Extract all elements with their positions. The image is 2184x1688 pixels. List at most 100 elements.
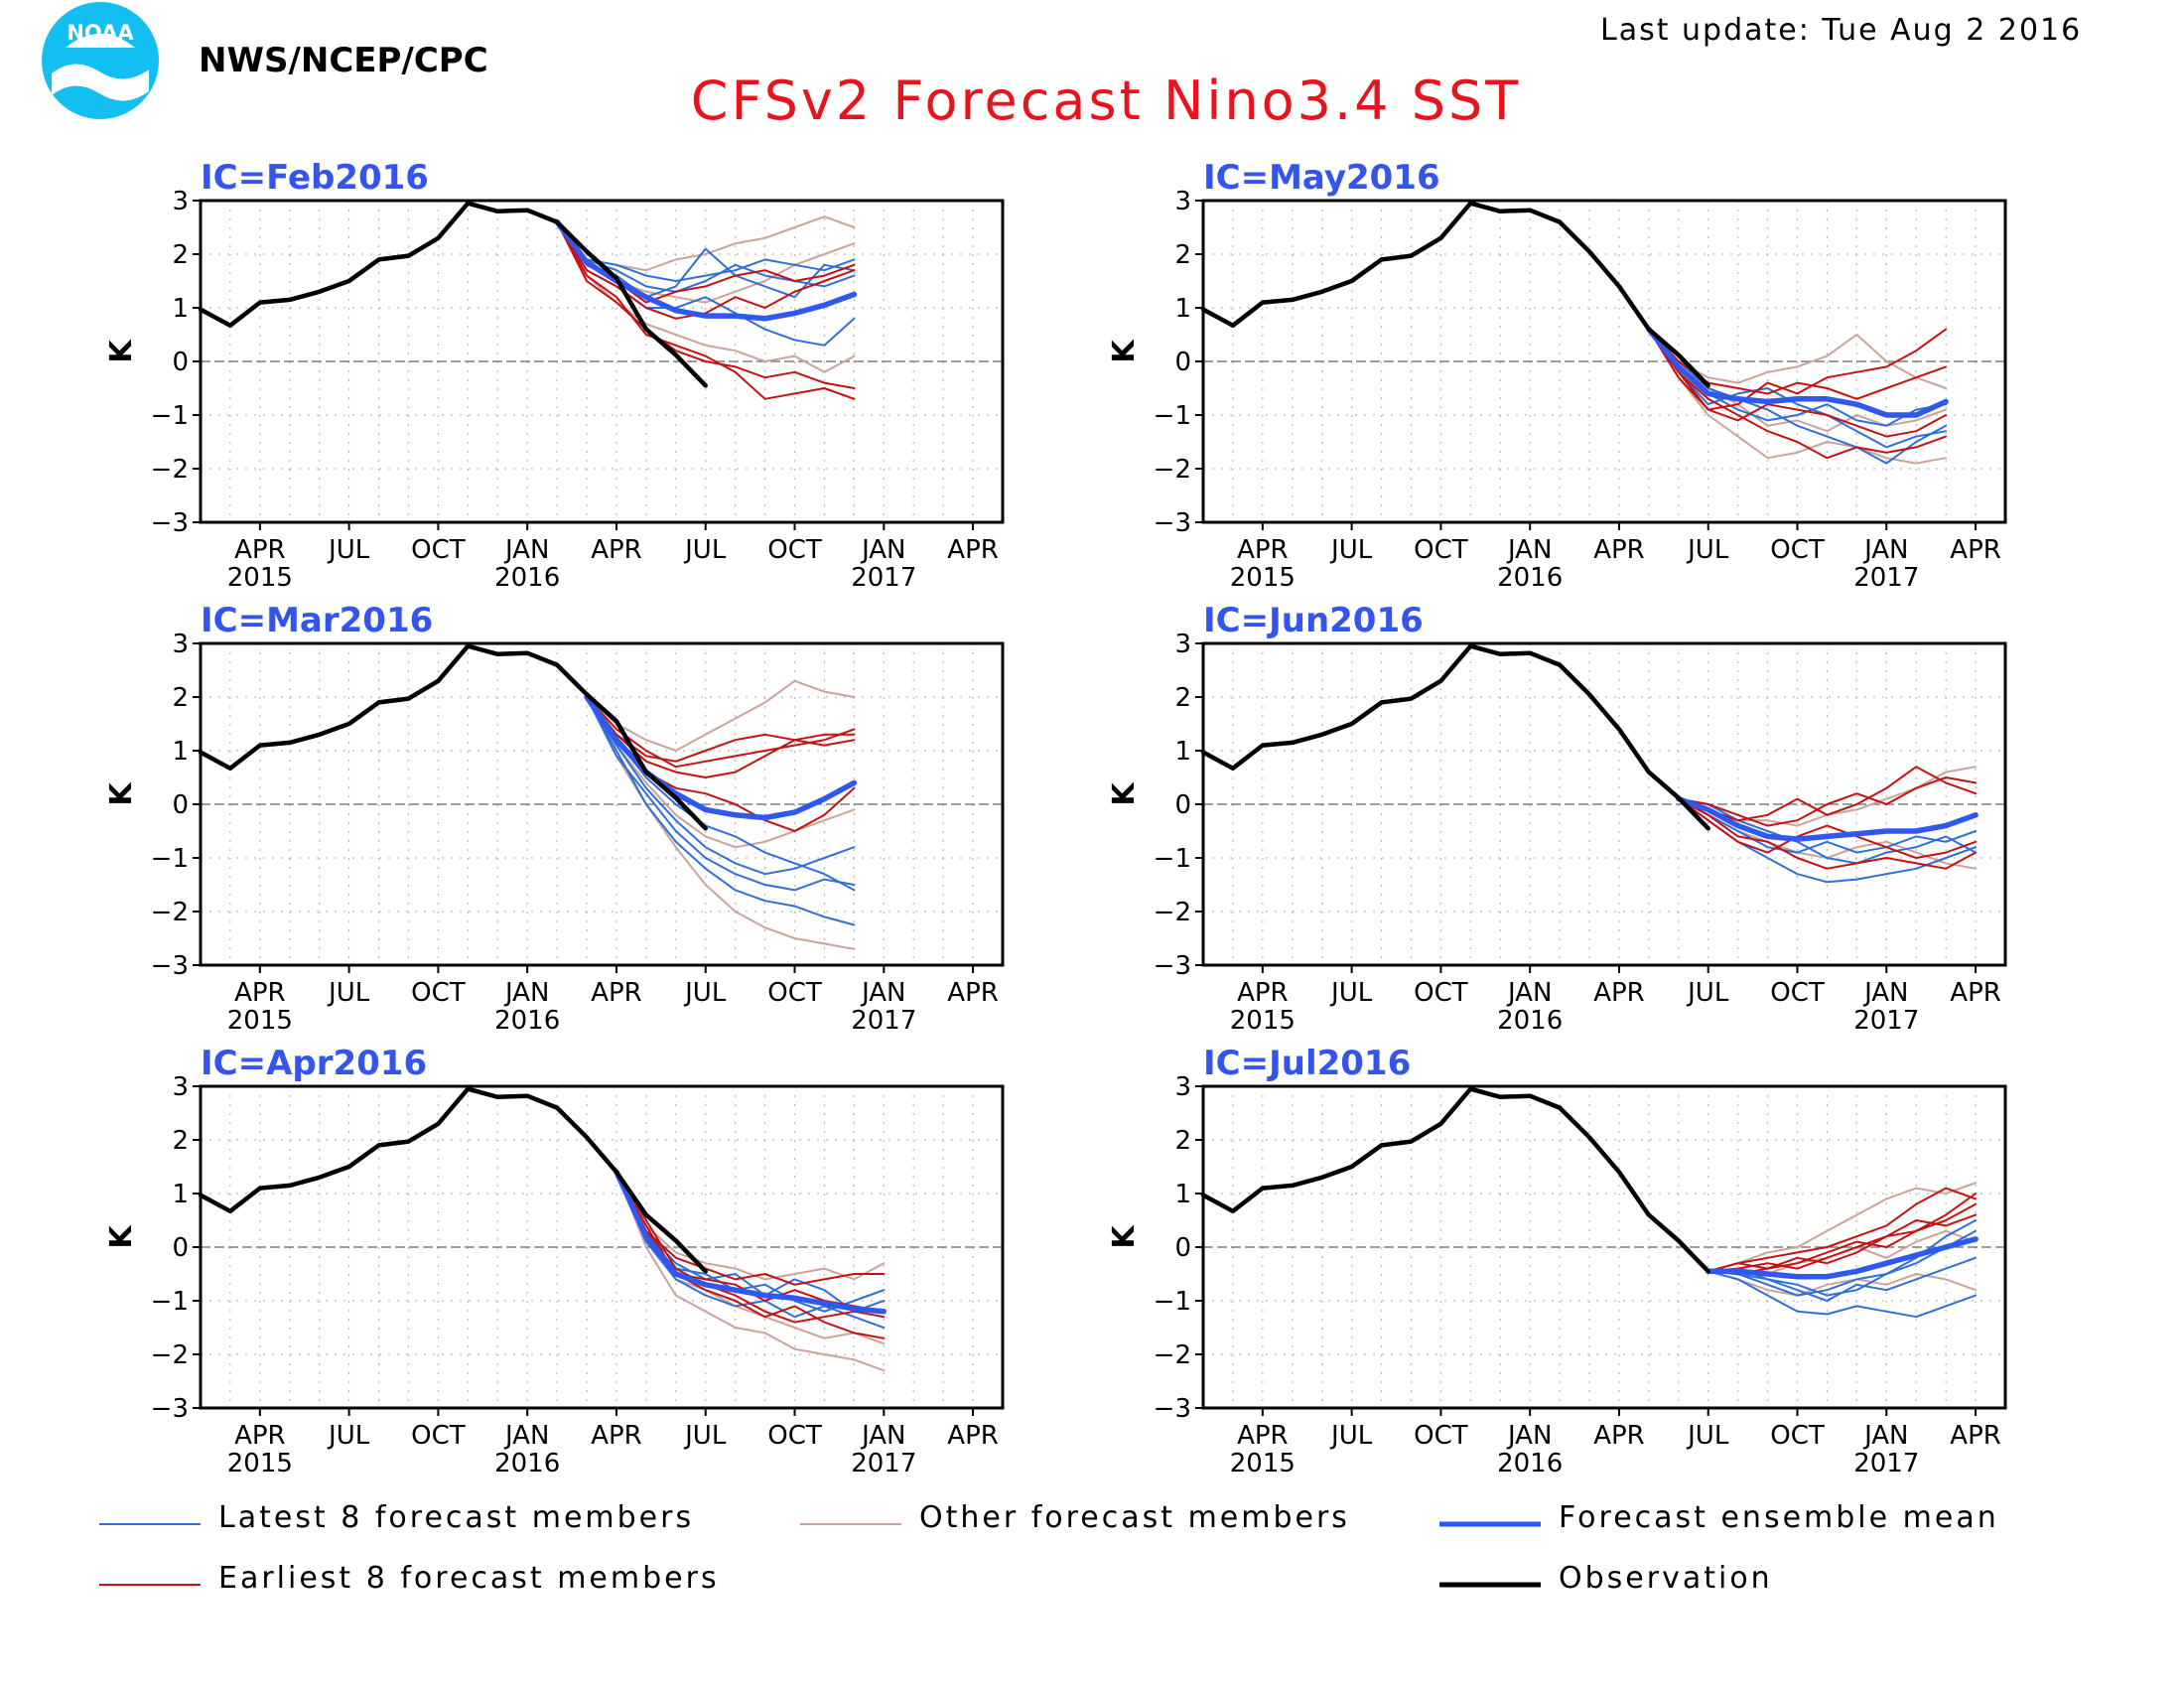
panel-ic-label: IC=Jun2016 xyxy=(1203,601,1424,640)
earliest-member-line xyxy=(556,220,856,389)
x-tick-year-label: 2015 xyxy=(227,1449,293,1478)
x-tick-label: APR xyxy=(591,978,642,1008)
x-tick-label: OCT xyxy=(767,1421,822,1451)
latest-member-line xyxy=(1706,1270,1978,1319)
y-tick-label: 3 xyxy=(1174,630,1191,659)
y-tick-label: 3 xyxy=(172,1072,189,1102)
plot-frame xyxy=(199,199,1005,524)
x-tick-label: JAN xyxy=(503,535,549,565)
other-member-line xyxy=(556,220,856,373)
y-tick-label: −3 xyxy=(1154,508,1191,538)
latest-member-line xyxy=(1706,1219,1978,1297)
x-tick-label: APR xyxy=(1237,1421,1289,1451)
other-member-line xyxy=(1647,328,1948,465)
x-tick-year-label: 2015 xyxy=(1230,1449,1296,1478)
x-tick-label: OCT xyxy=(767,535,822,565)
y-axis-label: K xyxy=(104,339,139,363)
x-tick-label: OCT xyxy=(411,1421,466,1451)
x-tick-label: JUL xyxy=(327,1421,370,1451)
y-tick-label: 0 xyxy=(1174,348,1191,377)
x-tick-year-label: 2015 xyxy=(1230,1006,1296,1036)
last-update-label: Last update: Tue Aug 2 2016 xyxy=(1600,13,2082,48)
y-tick-label: −3 xyxy=(1154,951,1191,981)
y-tick-label: 1 xyxy=(172,294,189,324)
ensemble-mean-line xyxy=(1705,1236,1979,1280)
y-tick-label: 1 xyxy=(1174,1180,1191,1209)
ensemble-mean-line xyxy=(554,218,858,322)
x-tick-label: JUL xyxy=(1686,535,1729,565)
y-tick-label: −1 xyxy=(151,401,189,431)
x-tick-label: JAN xyxy=(860,535,905,565)
x-tick-label: JUL xyxy=(683,978,727,1008)
y-axis-label: K xyxy=(104,1224,139,1249)
y-tick-label: −3 xyxy=(151,951,189,981)
earliest-member-line xyxy=(615,1171,886,1339)
x-tick-year-label: 2017 xyxy=(1853,1006,1919,1036)
observation-line xyxy=(198,1086,708,1274)
y-tick-label: −3 xyxy=(1154,1394,1191,1424)
latest-member-line xyxy=(1677,797,1978,854)
x-tick-year-label: 2015 xyxy=(227,1006,293,1036)
y-tick-label: −1 xyxy=(1154,1287,1191,1317)
logo-label: NOAA xyxy=(67,21,134,45)
latest-member-line xyxy=(586,696,856,876)
x-tick-label: APR xyxy=(234,535,286,565)
other-member-line xyxy=(615,1171,886,1345)
x-tick-year-label: 2016 xyxy=(1497,1006,1563,1036)
x-tick-label: APR xyxy=(1950,535,2001,565)
earliest-member-line xyxy=(1647,328,1948,438)
y-tick-label: −2 xyxy=(151,455,189,485)
earliest-member-line xyxy=(1677,797,1978,870)
earliest-member-line xyxy=(556,220,856,400)
y-tick-label: 0 xyxy=(172,348,189,377)
x-tick-label: JAN xyxy=(1862,535,1908,565)
panel-ic-label: IC=May2016 xyxy=(1203,158,1440,198)
observation-line xyxy=(1200,643,1710,831)
y-axis-label: K xyxy=(1107,781,1142,806)
x-tick-label: JAN xyxy=(1506,978,1552,1008)
plot-frame xyxy=(1201,641,2007,967)
observation-line xyxy=(1200,1086,1710,1274)
x-tick-label: OCT xyxy=(1770,1421,1825,1451)
panel-ic-label: IC=Mar2016 xyxy=(201,601,433,640)
x-tick-label: JAN xyxy=(860,1421,905,1451)
other-member-line xyxy=(615,1171,886,1281)
x-tick-label: JUL xyxy=(327,535,370,565)
y-tick-label: −2 xyxy=(151,1340,189,1370)
x-tick-year-label: 2016 xyxy=(494,1449,560,1478)
earliest-member-line xyxy=(1647,328,1948,411)
y-tick-label: −2 xyxy=(1154,898,1191,927)
x-tick-year-label: 2016 xyxy=(494,1006,560,1036)
other-member-line xyxy=(1706,1182,1978,1273)
x-tick-label: OCT xyxy=(411,978,466,1008)
y-tick-label: −1 xyxy=(1154,844,1191,874)
other-member-line xyxy=(615,1171,886,1372)
latest-member-line xyxy=(556,220,856,282)
other-member-line xyxy=(1706,1270,1978,1297)
latest-member-line xyxy=(1706,1229,1978,1297)
x-tick-label: OCT xyxy=(1770,978,1825,1008)
x-tick-year-label: 2015 xyxy=(1230,563,1296,593)
y-axis-label: K xyxy=(1107,339,1142,363)
latest-member-line xyxy=(1677,797,1978,865)
x-tick-label: JUL xyxy=(683,535,727,565)
x-tick-label: JUL xyxy=(683,1421,727,1451)
x-tick-year-label: 2017 xyxy=(851,1449,916,1478)
y-tick-label: 1 xyxy=(1174,737,1191,767)
x-tick-label: OCT xyxy=(1414,978,1468,1008)
x-tick-year-label: 2016 xyxy=(1497,1449,1563,1478)
y-tick-label: 2 xyxy=(172,683,189,713)
agency-label: NWS/NCEP/CPC xyxy=(199,41,488,80)
y-tick-label: −3 xyxy=(151,1394,189,1424)
x-tick-label: APR xyxy=(947,1421,999,1451)
x-tick-label: JAN xyxy=(1862,1421,1908,1451)
x-tick-label: APR xyxy=(1593,535,1645,565)
earliest-member-line xyxy=(586,696,856,769)
